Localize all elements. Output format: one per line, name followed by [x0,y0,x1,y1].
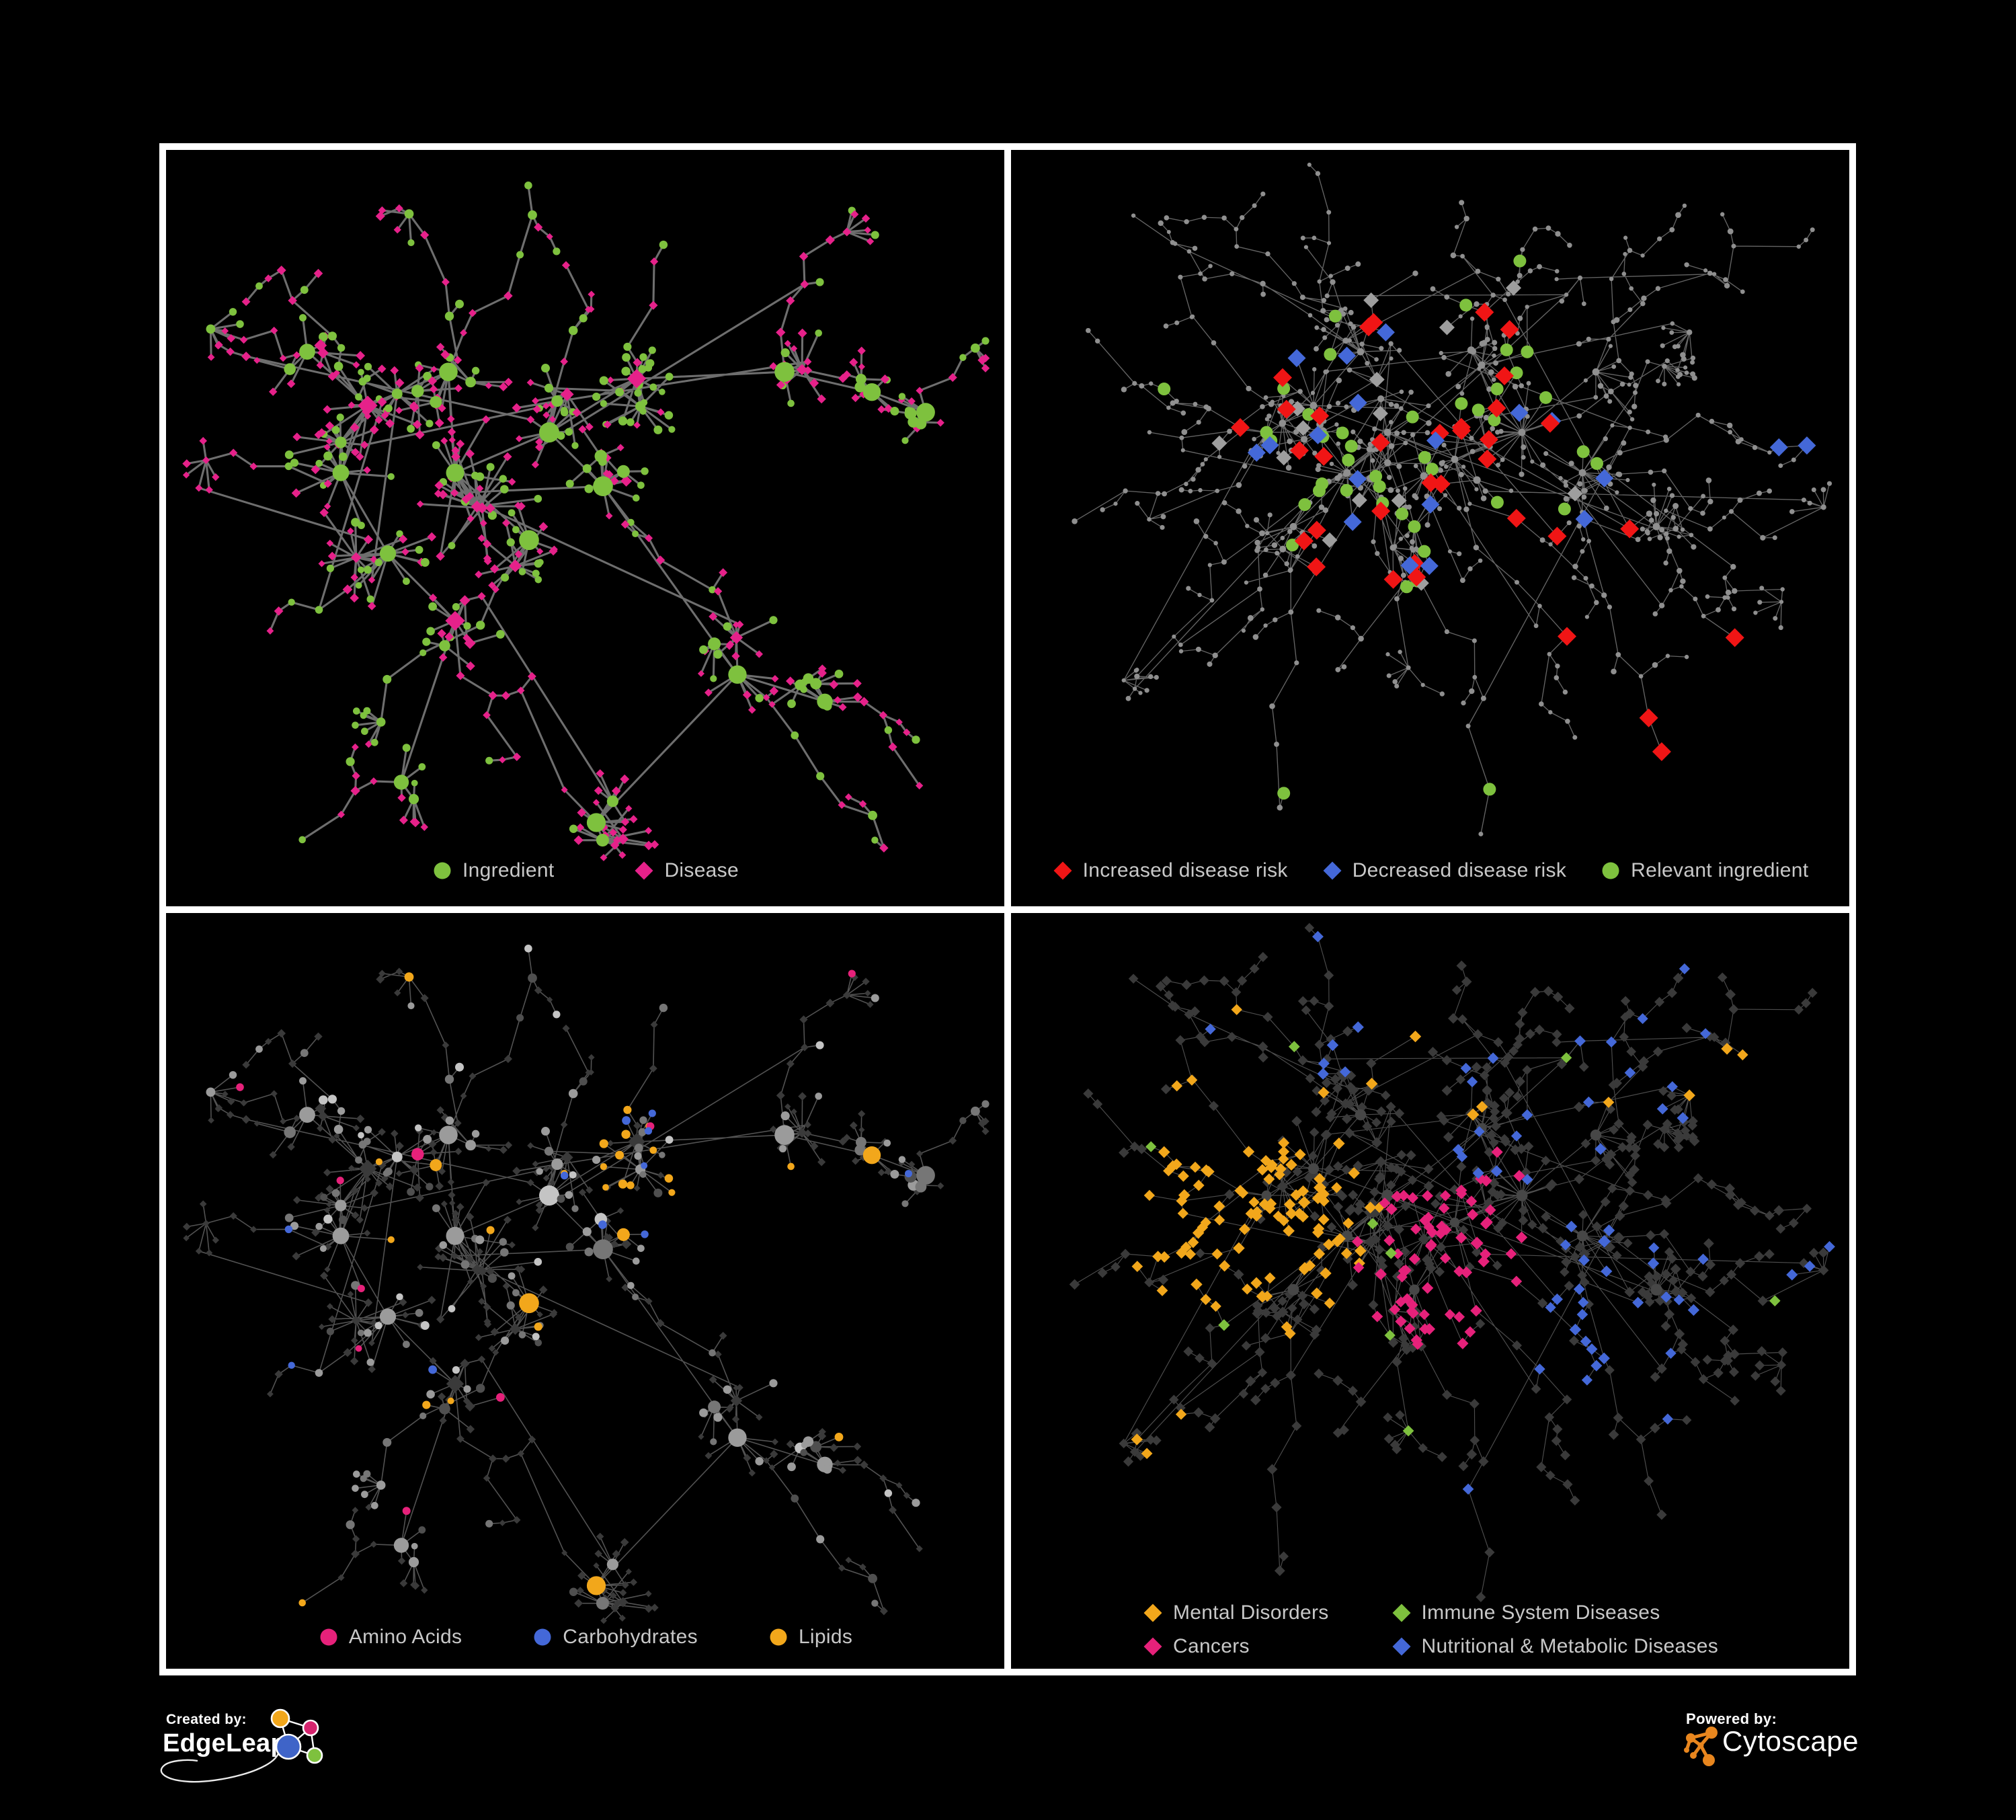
panel-nutrient-classes: Amino Acids Carbohydrates Lipids [166,912,1004,1669]
legend-label: Ingredient [462,859,555,881]
diamond-legend-icon [1392,1604,1411,1622]
legend-disease-classes: Mental Disorders Immune System Diseases Ca… [1011,1601,1849,1658]
legend-label: Increased disease risk [1082,859,1288,881]
legend-item: Relevant ingredient [1600,859,1808,882]
legend-item: Ingredient [432,859,554,882]
circle-legend-icon [1602,862,1619,879]
edgeleap-logo-icon [270,1708,323,1764]
circle-legend-icon [534,1628,551,1646]
figure-grid: Ingredient Disease Increased disease risk… [159,143,1856,1675]
created-by-label: Created by: [166,1712,247,1727]
panel-disease-risk: Increased disease risk Decreased disease … [1011,150,1849,906]
circle-legend-icon [770,1628,787,1646]
panel-disease-classes: Mental Disorders Immune System Diseases Ca… [1011,912,1849,1669]
legend-ingredient-disease: Ingredient Disease [166,859,1004,882]
legend-item: Increased disease risk [1052,859,1288,882]
legend-item: Disease [633,859,739,882]
edgeleap-logo-swoosh [160,1753,280,1783]
diamond-legend-icon [1053,861,1072,879]
ingredient-disease-network-graph [182,182,990,861]
legend-label: Amino Acids [348,1626,462,1648]
diamond-legend-icon [635,861,653,879]
legend-item: Carbohydrates [532,1626,698,1649]
nutrient-class-network-graph [182,944,990,1624]
edgeleap-logo-text: EdgeLeap [163,1729,286,1757]
legend-label: Carbohydrates [563,1626,698,1648]
legend-nutrient-classes: Amino Acids Carbohydrates Lipids [166,1626,1004,1649]
cytoscape-logo-icon [1684,1727,1718,1766]
legend-item: Decreased disease risk [1322,859,1566,882]
disease-risk-network-graph [1072,162,1832,836]
legend-label: Nutritional & Metabolic Diseases [1421,1635,1718,1657]
circle-legend-icon [320,1628,337,1646]
disease-class-network-graph [1069,922,1835,1602]
legend-item: Mental Disorders [1142,1601,1329,1624]
legend-label: Decreased disease risk [1352,859,1567,881]
diamond-legend-icon [1143,1637,1162,1656]
diamond-legend-icon [1323,861,1342,879]
legend-item: Amino Acids [318,1626,462,1649]
panel-ingredient-disease: Ingredient Disease [166,150,1004,906]
legend-label: Disease [664,859,739,881]
legend-disease-risk: Increased disease risk Decreased disease … [1011,859,1849,882]
legend-label: Immune System Diseases [1421,1601,1660,1624]
legend-label: Relevant ingredient [1631,859,1809,881]
legend-label: Lipids [798,1626,853,1648]
legend-item: Lipids [768,1626,852,1649]
diamond-legend-icon [1392,1637,1411,1656]
legend-label: Cancers [1173,1635,1250,1657]
diamond-legend-icon [1143,1604,1162,1622]
legend-item: Immune System Diseases [1391,1601,1718,1624]
legend-item: Nutritional & Metabolic Diseases [1391,1635,1718,1658]
circle-legend-icon [434,862,451,879]
cytoscape-logo-text: Cytoscape [1722,1725,1859,1757]
powered-by-label: Powered by: [1686,1710,1777,1727]
legend-item: Cancers [1142,1635,1329,1658]
legend-label: Mental Disorders [1173,1601,1329,1624]
